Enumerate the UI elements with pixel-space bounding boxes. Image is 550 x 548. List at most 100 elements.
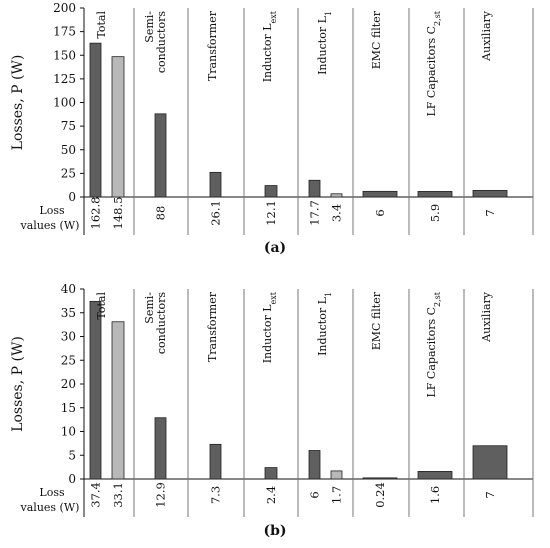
data-label: 12.9 (154, 482, 168, 508)
y-tick-label: 40 (61, 282, 76, 296)
data-label: 6 (373, 209, 387, 216)
category-group: 26.1 Transformer (206, 10, 223, 226)
y-tick-label: 35 (61, 306, 76, 320)
category-label: conductors (155, 11, 168, 73)
category-group: 6 EMC filter (362, 10, 398, 217)
bar (154, 113, 167, 198)
category-group: 37.4 33.1 Total (89, 292, 126, 508)
data-label: 3.4 (330, 204, 344, 222)
category-group: 7 Auxiliary (472, 10, 508, 217)
category-label: Transformer (206, 291, 219, 362)
bar (417, 191, 453, 198)
y-axis-label: Losses, P (W) (10, 336, 26, 432)
category-group: 1.6 LF Capacitors C2,st (417, 291, 453, 504)
category-label: EMC filter (370, 10, 383, 69)
y-tick-label: 20 (61, 377, 76, 391)
category-group: 88 Semi-conductors (143, 11, 168, 221)
y-tick-label: 125 (53, 72, 76, 86)
category-label: Transformer (206, 10, 219, 81)
bar (154, 417, 167, 480)
category-group: 7.3 Transformer (206, 291, 223, 504)
category-group: 12.9 Semi-conductors (143, 292, 168, 508)
category-label: Total (95, 292, 108, 320)
loss-values-label: Loss (39, 486, 65, 499)
data-label: 33.1 (111, 482, 125, 508)
data-label: 6 (308, 491, 322, 498)
bar (472, 445, 508, 480)
data-label: 162.8 (89, 197, 103, 230)
category-label: Semi- (143, 292, 156, 324)
data-label: 1.6 (428, 486, 442, 504)
y-tick-label: 15 (61, 401, 76, 415)
category-label: conductors (155, 292, 168, 354)
y-tick-label: 150 (53, 48, 76, 62)
bar (362, 477, 398, 480)
bar (89, 300, 102, 480)
data-label: 7 (483, 209, 497, 216)
category-label: Inductor Lext (261, 291, 278, 363)
category-group: 17.7 3.4 Inductor L1 (308, 11, 344, 226)
y-tick-label: 10 (61, 425, 76, 439)
bar (472, 189, 508, 198)
data-label: 1.7 (330, 486, 344, 504)
data-label: 148.5 (111, 197, 125, 230)
category-group: 12.1 Inductor Lext (261, 10, 278, 226)
y-tick-label: 25 (61, 166, 76, 180)
y-tick-label: 30 (61, 330, 76, 344)
y-tick-label: 0 (68, 472, 76, 486)
y-tick-label: 25 (61, 353, 76, 367)
data-label: 17.7 (308, 200, 322, 226)
chart-panel-b: 0 5 10 15 20 25 30 35 40 Losses, P (W) Loss values … (10, 282, 534, 539)
data-label: 12.1 (264, 200, 278, 226)
bar (330, 470, 343, 480)
bar (209, 443, 222, 480)
loss-values-label: values (W) (20, 219, 80, 232)
y-tick-label: 5 (68, 448, 76, 462)
bar (264, 467, 278, 480)
bar (417, 470, 453, 480)
y-tick-label: 200 (53, 1, 76, 15)
y-tick-label: 75 (61, 119, 76, 133)
category-group: 6 1.7 Inductor L1 (308, 292, 344, 504)
y-tick-label: 50 (61, 143, 76, 157)
bar (308, 179, 321, 198)
bar (209, 171, 222, 198)
data-label: 5.9 (428, 204, 442, 222)
data-label: 88 (154, 206, 168, 221)
category-label: Inductor L1 (316, 292, 333, 356)
bar (111, 321, 125, 480)
category-label: LF Capacitors C2,st (425, 291, 442, 397)
bar (330, 193, 343, 198)
y-tick-label: 100 (53, 96, 76, 110)
panel-label: (b) (263, 523, 286, 539)
category-label: Total (95, 11, 108, 39)
category-label: Inductor Lext (261, 10, 278, 82)
y-tick-label: 175 (53, 25, 76, 39)
bar (111, 56, 125, 198)
data-label: 7 (483, 491, 497, 498)
category-group: 0.24 EMC filter (362, 291, 398, 508)
bar (308, 450, 321, 480)
category-group: 7 Auxiliary (472, 291, 508, 499)
category-label: Semi- (143, 11, 156, 43)
category-group: 5.9 LF Capacitors C2,st (417, 10, 453, 222)
bar (264, 185, 278, 198)
loss-values-label: values (W) (20, 501, 80, 514)
y-axis-label: Losses, P (W) (10, 55, 26, 151)
category-label: LF Capacitors C2,st (425, 10, 442, 116)
panel-label: (a) (264, 240, 286, 256)
bar (89, 42, 102, 198)
category-label: Inductor L1 (316, 11, 333, 75)
loss-values-label: Loss (39, 204, 65, 217)
data-label: 0.24 (373, 482, 387, 508)
data-label: 37.4 (89, 482, 103, 508)
data-label: 26.1 (209, 200, 223, 226)
y-tick-label: 0 (68, 190, 76, 204)
category-group: 162.8 148.5 Total (89, 11, 126, 230)
data-label: 7.3 (209, 486, 223, 504)
category-group: 2.4 Inductor Lext (261, 291, 278, 504)
chart-panel-a: 0 25 50 75 100 125 150 175 200 Losses, P (W) Loss v… (10, 1, 534, 256)
category-label: Auxiliary (480, 10, 493, 62)
category-label: EMC filter (370, 291, 383, 350)
